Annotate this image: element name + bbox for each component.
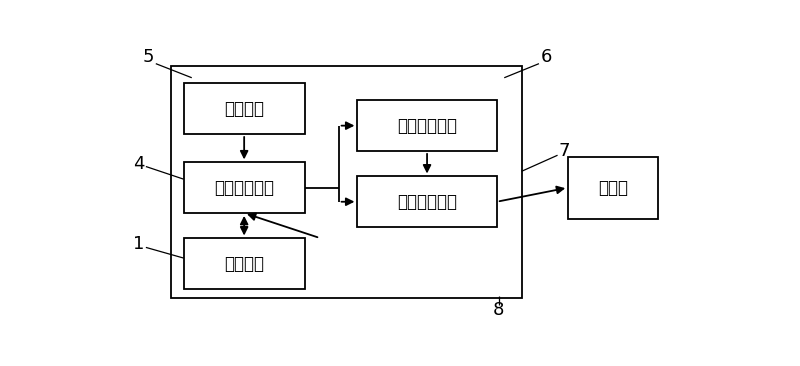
Text: 8: 8 — [493, 301, 504, 319]
Bar — [184, 83, 305, 134]
Text: 信号处理单元: 信号处理单元 — [397, 193, 457, 211]
Bar — [184, 238, 305, 289]
Text: 4: 4 — [133, 155, 144, 173]
Text: 进样系统: 进样系统 — [224, 255, 264, 273]
Text: 高压电源: 高压电源 — [224, 100, 264, 118]
Text: 1: 1 — [133, 235, 144, 253]
Text: 6: 6 — [541, 48, 552, 66]
Bar — [568, 157, 658, 219]
Bar — [171, 67, 522, 298]
Text: 计算机: 计算机 — [598, 179, 628, 197]
Bar — [358, 176, 497, 227]
Text: 光电转换单元: 光电转换单元 — [397, 117, 457, 135]
Bar — [184, 162, 305, 213]
Text: 5: 5 — [142, 48, 154, 66]
Text: 光学检测系统: 光学检测系统 — [214, 179, 274, 197]
Bar — [358, 100, 497, 151]
Text: 7: 7 — [558, 142, 570, 160]
